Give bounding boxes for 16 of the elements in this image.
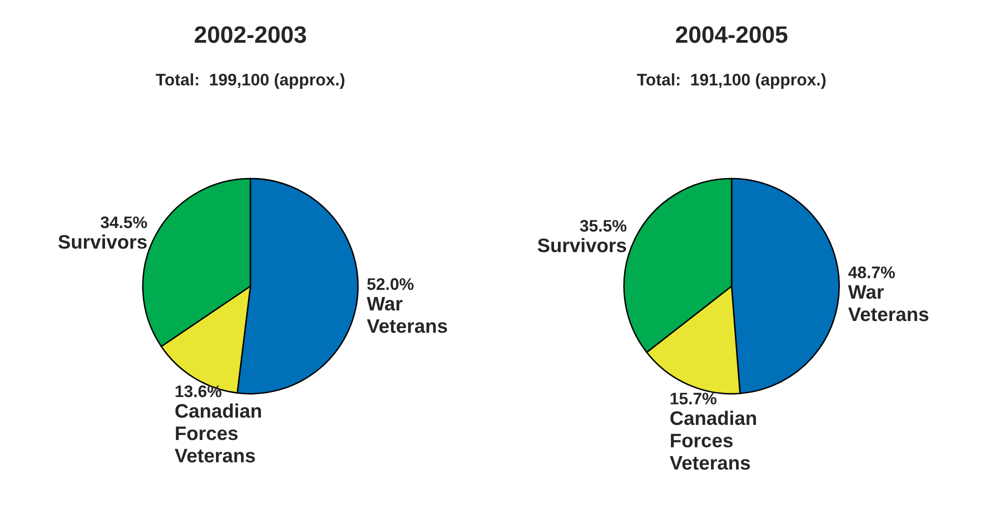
data-label: 35.5% xyxy=(580,220,626,232)
data-label: 15.7% xyxy=(670,392,716,404)
chart-subtitle: Total: 199,100 (approx.) xyxy=(156,73,344,89)
data-label: 48.7% xyxy=(848,266,895,278)
slice-label: Canadian Forces Veterans xyxy=(174,404,261,462)
chart-title: 2004-2005 xyxy=(676,26,788,43)
slice-label: Survivors xyxy=(538,238,626,252)
data-label: 34.5% xyxy=(100,216,148,228)
chart-title: 2002-2003 xyxy=(194,26,306,43)
data-label: 52.0% xyxy=(367,278,414,290)
slice-label: Survivors xyxy=(58,234,147,249)
slice-label: War Veterans xyxy=(848,285,928,322)
chart-subtitle: Total: 191,100 (approx.) xyxy=(637,73,826,89)
slice-label: War Veterans xyxy=(366,296,448,333)
slice-label: Canadian Forces Veterans xyxy=(670,410,756,470)
data-label: 13.6% xyxy=(176,385,222,398)
